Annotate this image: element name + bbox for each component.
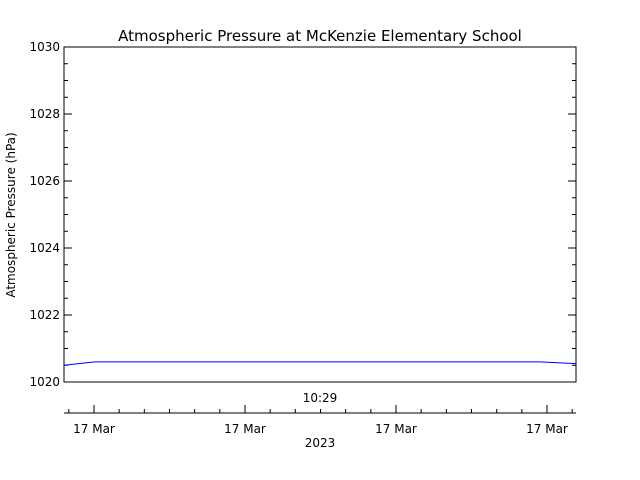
y-axis-tick-labels: 1020 1022 1024 1026 1028 1030 <box>29 40 60 389</box>
y-tick-label: 1020 <box>29 375 60 389</box>
x-axis-label: 2023 <box>305 436 336 450</box>
x-tick-label: 17 Mar <box>526 422 568 436</box>
y-tick-label: 1026 <box>29 174 60 188</box>
x-tick-label: 17 Mar <box>375 422 417 436</box>
x-axis-tick-labels: 17 Mar 17 Mar 17 Mar 17 Mar <box>73 422 568 436</box>
x-axis-time-label: 10:29 <box>303 391 338 405</box>
y-axis-ticks <box>64 46 576 383</box>
y-axis-label: Atmospheric Pressure (hPa) <box>4 132 18 297</box>
y-tick-label: 1028 <box>29 107 60 121</box>
y-tick-label: 1022 <box>29 308 60 322</box>
plot-frame <box>63 46 577 383</box>
x-tick-label: 17 Mar <box>224 422 266 436</box>
series-group <box>63 361 577 366</box>
chart-title: Atmospheric Pressure at McKenzie Element… <box>118 27 522 45</box>
pressure-series-line <box>63 361 577 366</box>
x-tick-label: 17 Mar <box>73 422 115 436</box>
x-axis-ticks <box>68 405 573 413</box>
y-tick-label: 1030 <box>29 40 60 54</box>
y-tick-label: 1024 <box>29 241 60 255</box>
